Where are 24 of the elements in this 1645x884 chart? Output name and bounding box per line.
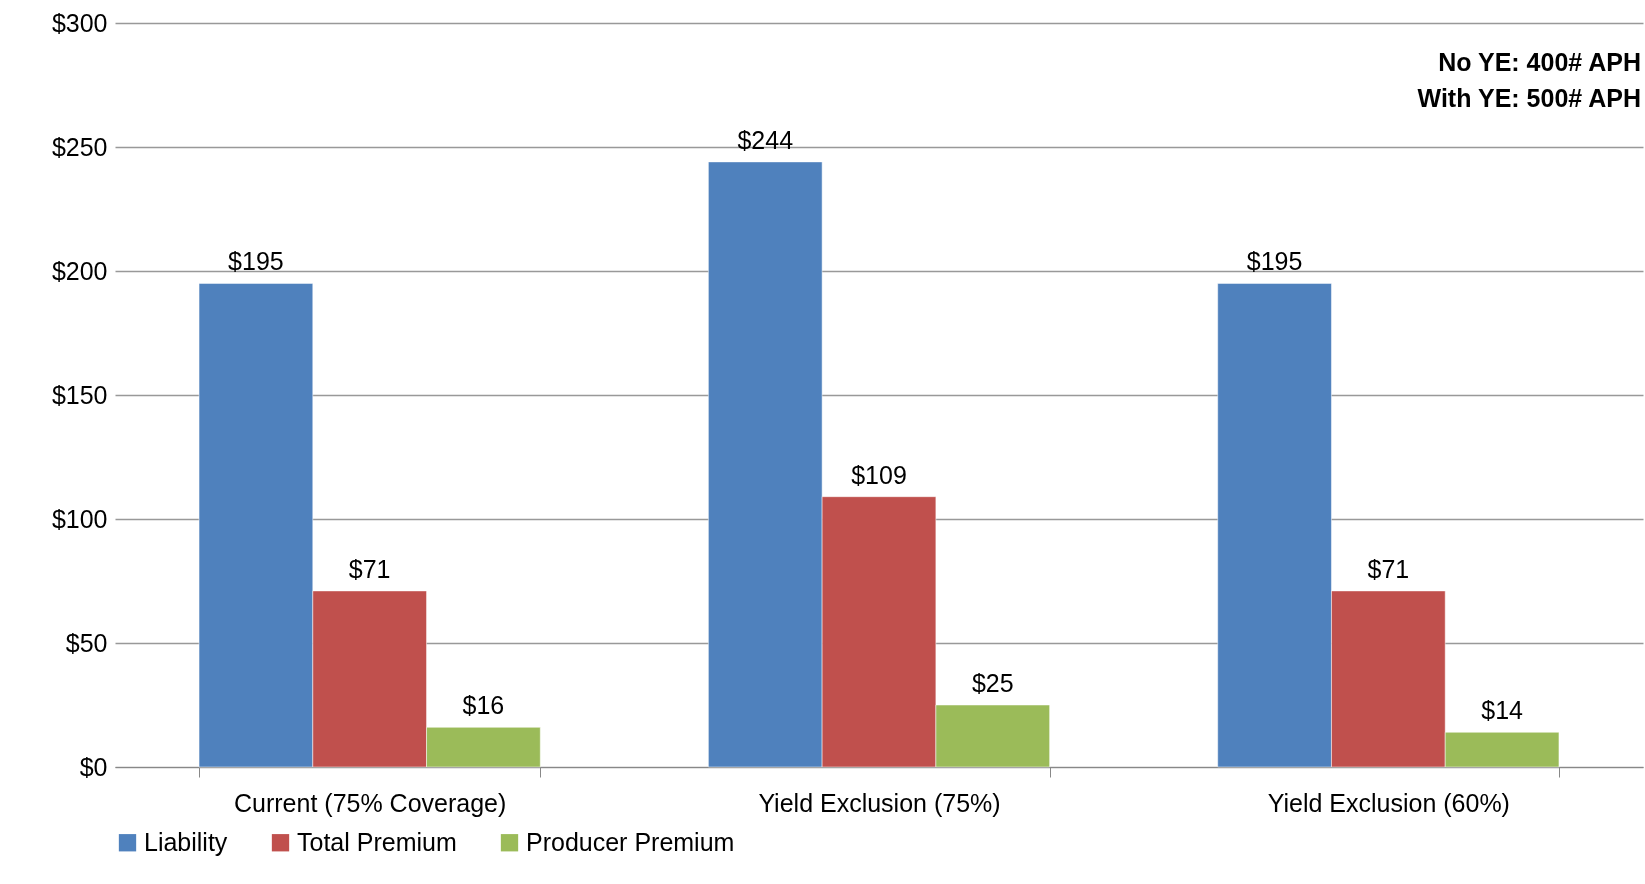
x-tick-label: Current (75% Coverage) <box>233 788 507 817</box>
annotation: With YE: 500# APH <box>1417 84 1641 112</box>
y-tick-label: $300 <box>51 8 108 37</box>
legend-label: Total Premium <box>297 827 457 856</box>
y-tick-label: $200 <box>51 256 108 285</box>
x-tick-label: Yield Exclusion (60%) <box>1267 788 1510 817</box>
data-label: $14 <box>1481 696 1524 725</box>
y-tick-label: $0 <box>79 752 108 781</box>
x-tick-label: Yield Exclusion (75%) <box>758 788 1001 817</box>
y-tick-label: $250 <box>51 132 108 161</box>
data-label: $25 <box>971 669 1014 697</box>
data-label: $195 <box>228 247 284 276</box>
data-label: $71 <box>1367 554 1410 583</box>
data-label: $16 <box>462 691 505 720</box>
data-label: $109 <box>851 460 907 489</box>
data-label: $71 <box>348 554 391 583</box>
data-label: $195 <box>1246 247 1303 276</box>
legend-label: Liability <box>144 827 228 856</box>
annotation: No YE: 400# APH <box>1438 48 1641 76</box>
y-tick-label: $100 <box>51 504 108 533</box>
y-tick-label: $50 <box>65 628 108 657</box>
y-tick-label: $150 <box>51 380 108 409</box>
data-label: $244 <box>737 125 794 154</box>
legend-label: Producer Premium <box>526 827 735 856</box>
